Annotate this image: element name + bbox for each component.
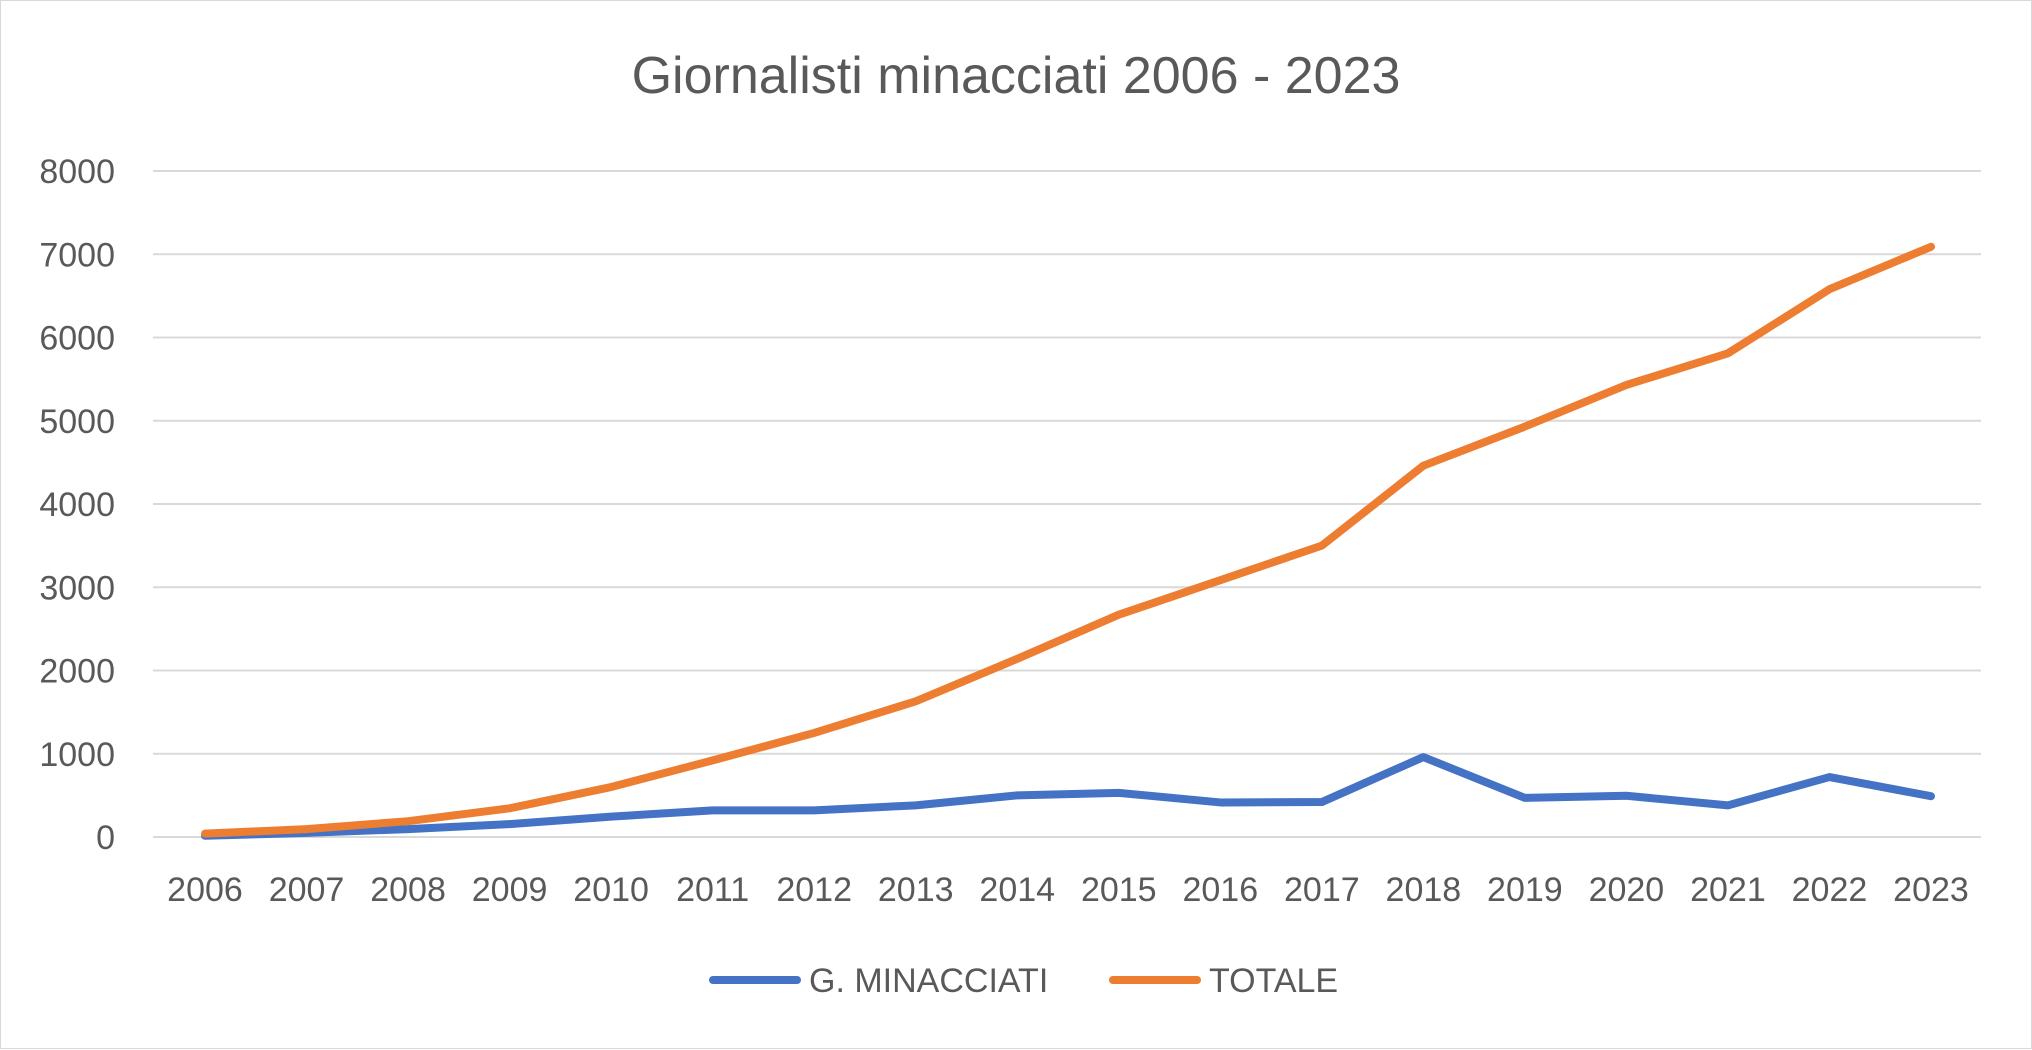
- y-tick-label: 4000: [39, 486, 115, 524]
- y-tick-label: 6000: [39, 320, 115, 358]
- x-tick-label: 2013: [878, 871, 954, 909]
- x-tick-label: 2008: [370, 871, 446, 909]
- x-tick-label: 2017: [1284, 871, 1360, 909]
- x-tick-label: 2022: [1792, 871, 1868, 909]
- x-tick-label: 2006: [167, 871, 243, 909]
- x-tick-label: 2015: [1081, 871, 1157, 909]
- y-axis-ticks: 0 1000 2000 3000 4000 5000 6000 7000 8000: [39, 153, 115, 857]
- y-tick-label: 0: [96, 819, 115, 857]
- series-line-g-minacciati: [201, 753, 1935, 840]
- legend-label: G. MINACCIATI: [809, 962, 1048, 1000]
- x-tick-label: 2021: [1690, 871, 1766, 909]
- legend-label: TOTALE: [1209, 962, 1338, 1000]
- y-tick-label: 5000: [39, 403, 115, 441]
- y-tick-label: 8000: [39, 153, 115, 191]
- y-tick-label: 3000: [39, 569, 115, 607]
- legend: G. MINACCIATI TOTALE: [709, 962, 1338, 1000]
- series-line-totale: [201, 242, 1935, 838]
- x-tick-label: 2009: [472, 871, 548, 909]
- x-tick-label: 2010: [573, 871, 649, 909]
- series-lines: [201, 242, 1935, 840]
- chart-title: Giornalisti minacciati 2006 - 2023: [632, 47, 1401, 105]
- x-tick-label: 2018: [1386, 871, 1462, 909]
- x-tick-label: 2020: [1589, 871, 1665, 909]
- y-tick-label: 1000: [39, 736, 115, 774]
- x-tick-label: 2012: [776, 871, 852, 909]
- x-tick-label: 2007: [269, 871, 345, 909]
- x-tick-label: 2011: [676, 871, 749, 909]
- y-tick-label: 2000: [39, 653, 115, 691]
- y-tick-label: 7000: [39, 236, 115, 274]
- x-tick-label: 2019: [1487, 871, 1563, 909]
- x-tick-label: 2014: [979, 871, 1055, 909]
- x-tick-label: 2016: [1182, 871, 1258, 909]
- x-axis-ticks: 2006 2007 2008 2009 2010 2011 2012 2013 2014 2015…: [167, 871, 1969, 909]
- x-tick-label: 2023: [1893, 871, 1969, 909]
- grid-lines: [153, 170, 1981, 838]
